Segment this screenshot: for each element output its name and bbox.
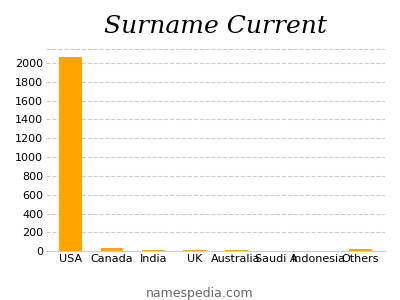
Text: namespedia.com: namespedia.com bbox=[146, 287, 254, 300]
Bar bbox=[349, 249, 372, 251]
Bar bbox=[225, 250, 248, 251]
Title: Surname Current: Surname Current bbox=[104, 15, 327, 38]
Bar bbox=[142, 250, 165, 251]
Bar bbox=[59, 56, 82, 251]
Bar bbox=[101, 248, 124, 251]
Bar bbox=[184, 250, 206, 251]
